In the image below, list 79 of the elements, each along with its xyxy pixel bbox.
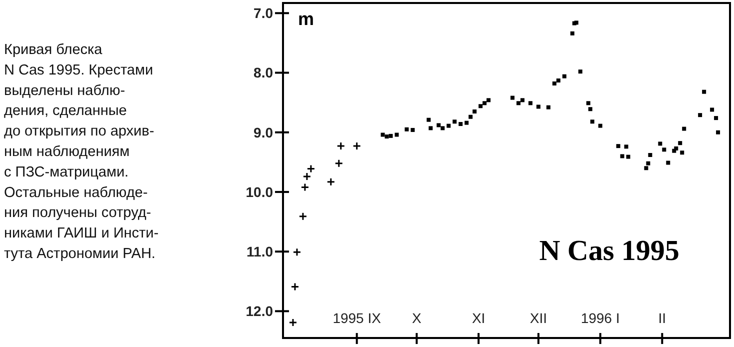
point xyxy=(624,144,628,149)
point xyxy=(528,101,532,106)
point xyxy=(472,109,477,114)
point xyxy=(644,166,648,170)
point xyxy=(620,154,624,158)
point xyxy=(298,212,308,221)
point xyxy=(352,142,362,150)
point xyxy=(306,164,316,173)
point xyxy=(440,126,445,130)
point xyxy=(698,113,702,118)
point xyxy=(588,107,592,112)
text: N Cas 1995 xyxy=(539,235,680,267)
y-tick-label: 10.0 xyxy=(246,184,274,200)
y-tick-label: 11.0 xyxy=(246,244,274,260)
point xyxy=(464,120,469,125)
point xyxy=(626,154,630,159)
text: Кривая блеска N Cas 1995. Крестами выделены наблю- дения, сделанные до открытия по архив- ным наблюдениям с ПЗС-матрицами. Остальные наблюде- ния получены сотруд- никами ГАИШ и Инсти- тута Астрономии РАН. xyxy=(4,42,159,262)
point xyxy=(452,120,457,124)
point xyxy=(520,98,524,102)
point xyxy=(662,148,666,152)
point xyxy=(710,108,714,112)
x-tick-label: II xyxy=(658,310,666,326)
point xyxy=(666,160,670,165)
x-tick-label: X xyxy=(412,310,422,326)
point xyxy=(658,142,662,146)
y-tick-label: 9.0 xyxy=(254,124,274,140)
point xyxy=(336,142,346,150)
point xyxy=(290,282,300,291)
point xyxy=(682,126,686,131)
point xyxy=(570,31,574,36)
point xyxy=(486,98,491,102)
point xyxy=(716,130,720,134)
point xyxy=(404,127,409,132)
point xyxy=(510,96,514,100)
point xyxy=(678,141,682,146)
point xyxy=(394,132,399,137)
point xyxy=(436,123,441,128)
point xyxy=(646,161,650,166)
point xyxy=(458,122,463,126)
point xyxy=(410,128,415,132)
point xyxy=(292,248,302,256)
point xyxy=(586,101,590,106)
y-axis-title: m xyxy=(298,9,314,29)
point xyxy=(616,144,620,148)
x-tick-label: XI xyxy=(472,310,486,326)
point xyxy=(556,78,560,82)
point xyxy=(388,134,393,138)
point xyxy=(674,146,678,150)
point xyxy=(680,150,684,155)
point xyxy=(546,105,550,110)
point xyxy=(578,70,582,74)
point xyxy=(302,172,312,181)
point xyxy=(288,318,298,327)
point xyxy=(702,90,706,94)
point xyxy=(648,153,652,157)
y-tick-label: 8.0 xyxy=(254,64,274,81)
point xyxy=(426,118,431,122)
point xyxy=(384,134,389,139)
point xyxy=(590,120,594,124)
point xyxy=(380,132,385,137)
point xyxy=(482,101,487,106)
point xyxy=(326,178,336,186)
point xyxy=(562,74,566,78)
point xyxy=(536,104,540,109)
point xyxy=(334,159,344,168)
point xyxy=(714,116,718,120)
y-tick-label: 7.0 xyxy=(254,5,274,22)
point xyxy=(598,124,602,128)
point xyxy=(552,81,556,86)
y-tick-label: 12.0 xyxy=(246,303,274,320)
x-tick-label: 1996 I xyxy=(580,310,620,326)
x-tick-label: XII xyxy=(530,310,547,326)
x-tick-label: 1995 IX xyxy=(332,310,382,326)
point xyxy=(478,104,483,108)
point xyxy=(428,126,433,130)
point xyxy=(300,182,310,192)
point xyxy=(516,101,520,106)
point xyxy=(468,114,473,119)
point xyxy=(446,124,451,128)
